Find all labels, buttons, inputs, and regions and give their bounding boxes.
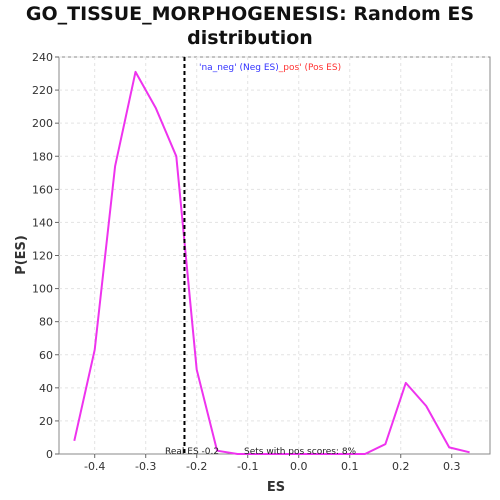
legend-neg: 'na_neg' (Neg ES) (199, 63, 279, 73)
x-tick-label: -0.4 (84, 460, 105, 473)
legend-pos: _pos' (Pos ES) (278, 63, 341, 73)
x-tick-label: -0.2 (186, 460, 207, 473)
x-tick-label: -0.1 (237, 460, 258, 473)
pos-scores-annotation: Sets with pos scores: 8% (244, 447, 357, 457)
y-tick-label: 60 (39, 349, 53, 362)
y-tick-label: 20 (39, 415, 53, 428)
series-group (73, 70, 470, 455)
x-tick-label: 0.1 (341, 460, 359, 473)
y-tick-label: 180 (32, 150, 53, 163)
legend: 'na_neg' (Neg ES)_pos' (Pos ES) (199, 63, 341, 73)
y-tick-label: 40 (39, 382, 53, 395)
y-tick-label: 0 (46, 448, 53, 461)
x-tick-label: 0.0 (290, 460, 308, 473)
x-tick-label: -0.3 (135, 460, 156, 473)
y-tick-label: 120 (32, 250, 53, 263)
y-tick-label: 200 (32, 117, 53, 130)
plot-area (58, 56, 491, 455)
real-es-annotation: Real ES -0.2 (165, 447, 219, 457)
x-tick-label: 0.2 (392, 460, 410, 473)
y-tick-label: 220 (32, 84, 53, 97)
y-axis-label: P(ES) (14, 235, 29, 275)
series-line (73, 70, 470, 455)
y-tick-label: 140 (32, 216, 53, 229)
grid-lines (59, 56, 490, 454)
y-tick-label: 160 (32, 183, 53, 196)
y-tick-label: 80 (39, 316, 53, 329)
x-axis: -0.4 -0.3 -0.2 -0.1 0.0 0.1 0.2 0.3 (84, 454, 461, 473)
y-tick-label: 100 (32, 283, 53, 296)
y-axis: 0 20 40 60 80 100 120 140 160 180 200 220 240 (32, 51, 59, 461)
x-tick-label: 0.3 (443, 460, 461, 473)
y-tick-label: 240 (32, 51, 53, 64)
chart-title: GO_TISSUE_MORPHOGENESIS: Random ES distr… (25, 3, 475, 49)
x-axis-label: ES (267, 480, 285, 495)
